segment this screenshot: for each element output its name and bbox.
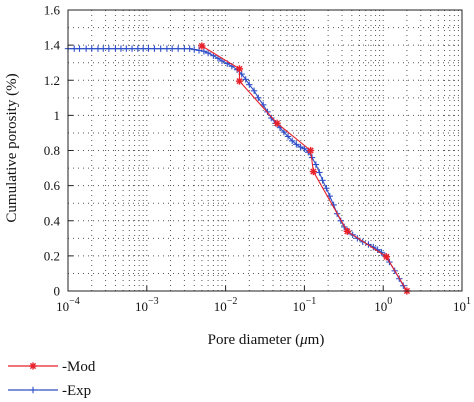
data-point: [284, 133, 292, 140]
data-point: [168, 45, 176, 52]
data-point: [112, 45, 119, 52]
marker-stroke: [236, 65, 243, 72]
data-point: [123, 45, 130, 52]
y-tick-label: 1.6: [44, 3, 61, 18]
series-line: [68, 48, 408, 292]
marker-stroke: [310, 168, 317, 175]
data-point: [312, 161, 320, 168]
x-tick-label-base: 10: [135, 299, 148, 314]
x-tick-label-base: 10: [214, 299, 227, 314]
legend-label: -Mod: [62, 359, 96, 375]
x-tick-label-base: 10: [453, 299, 466, 314]
series-mod: [198, 42, 411, 295]
data-point: [198, 42, 206, 50]
legend-item: -Exp: [8, 383, 91, 399]
x-tick-label: 10−1: [293, 296, 317, 314]
data-point: [242, 76, 249, 83]
marker-stroke: [273, 120, 281, 127]
x-tick-label-exponent: 1: [466, 296, 471, 307]
data-point: [288, 137, 296, 145]
data-point: [157, 45, 164, 52]
data-point: [343, 227, 351, 235]
data-point: [76, 45, 83, 52]
y-tick-label: 1.4: [44, 38, 61, 53]
y-tick-label: 1.2: [44, 73, 60, 88]
data-point: [255, 94, 262, 102]
y-tick-label: 0: [54, 284, 61, 299]
x-tick-label-base: 10: [293, 299, 306, 314]
x-tick-label-base: 10: [56, 299, 69, 314]
data-point: [88, 45, 95, 52]
plot-frame: [67, 9, 463, 292]
data-point: [307, 146, 315, 155]
data-point: [273, 119, 281, 127]
x-tick-label: 10−2: [214, 296, 238, 314]
x-axis-label: Pore diameter (μm): [208, 332, 325, 348]
data-point: [309, 167, 317, 176]
x-tick-label-base: 10: [374, 299, 387, 314]
marker-stroke: [307, 147, 314, 154]
y-tick-label: 1: [54, 108, 61, 123]
x-tick-label-exponent: −2: [227, 296, 238, 307]
y-tick-label: 0.4: [44, 213, 61, 228]
legend-marker: [29, 386, 37, 394]
y-tick-label: 0.8: [44, 143, 60, 158]
x-tick-label: 10−3: [135, 296, 159, 314]
legend-item: -Mod: [8, 359, 96, 375]
data-point: [134, 45, 142, 52]
ticks: 10−4 10−3 10−2 10−1 100 10100.20.40.60.811.21…: [44, 3, 471, 315]
data-point: [323, 185, 330, 192]
x-tick-label: 101: [453, 296, 471, 314]
x-tick-label-exponent: −4: [69, 296, 80, 307]
data-point: [293, 141, 300, 148]
legend-label: -Exp: [62, 383, 91, 399]
marker-stroke: [29, 362, 37, 370]
data-point: [117, 45, 125, 52]
data-point: [145, 45, 152, 52]
x-tick-label: 10−4: [56, 296, 80, 314]
data-point: [82, 45, 90, 52]
data-point: [235, 65, 244, 73]
x-tick-label-exponent: 0: [387, 296, 392, 307]
data-point: [301, 145, 308, 152]
data-point: [128, 45, 136, 52]
x-tick-label: 100: [374, 296, 392, 314]
data-point: [100, 45, 107, 52]
x-tick-label-exponent: −3: [148, 296, 159, 307]
data-point: [280, 128, 288, 136]
data-point: [316, 169, 323, 176]
x-tick-label-exponent: −1: [306, 296, 317, 307]
data-point: [186, 45, 193, 52]
x-axis-label-mu: μ: [299, 332, 308, 348]
marker-stroke: [198, 42, 205, 50]
data-point: [246, 81, 253, 88]
data-point: [204, 49, 212, 57]
data-point: [200, 48, 208, 55]
marker-stroke: [236, 78, 243, 85]
legend-marker: [29, 362, 37, 370]
x-axis-label-suffix: m): [308, 332, 325, 348]
y-axis-label: Cumulative porosity (%): [4, 73, 20, 222]
data-point: [319, 177, 326, 184]
data-point: [382, 253, 391, 261]
series-line: [201, 45, 408, 292]
data-point: [297, 143, 304, 151]
series-layer: [64, 42, 411, 295]
data-point: [250, 87, 258, 94]
data-point: [174, 45, 182, 52]
y-tick-label: 0.6: [44, 178, 61, 193]
data-point: [151, 45, 158, 52]
data-point: [268, 114, 275, 122]
data-point: [235, 77, 244, 85]
legend: -Mod -Exp: [8, 359, 96, 399]
data-point: [105, 45, 113, 52]
marker-stroke: [344, 228, 351, 235]
grid: [68, 10, 462, 291]
marker-stroke: [383, 253, 390, 260]
x-axis-label-prefix: Pore diameter (: [208, 332, 300, 348]
data-point: [191, 46, 198, 53]
y-tick-label: 0.2: [44, 248, 60, 263]
